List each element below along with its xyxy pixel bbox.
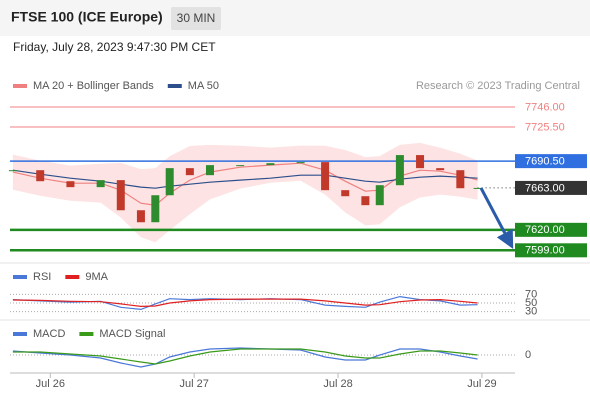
level-label: 7725.50 [525, 121, 565, 133]
timeframe-badge [171, 7, 221, 30]
candle [185, 168, 194, 176]
candle [116, 180, 125, 211]
legend-swatch [13, 275, 27, 279]
y-tick-label: 0 [525, 349, 531, 361]
bollinger-band [12, 142, 478, 243]
candle [165, 168, 174, 196]
x-tick-label: Jul 29 [467, 378, 496, 390]
y-tick-label: 70 [525, 288, 537, 300]
candle [151, 195, 160, 223]
series-line [12, 169, 478, 189]
candle [296, 162, 305, 164]
candle [456, 170, 465, 189]
candle [375, 185, 384, 206]
candle [36, 170, 45, 182]
forecast-arrow [479, 187, 514, 249]
legend-swatch [79, 332, 94, 336]
level-label-box [515, 222, 587, 237]
candle [205, 165, 214, 176]
level-label: 7746.00 [525, 101, 565, 113]
x-tick-label: Jul 27 [179, 378, 208, 390]
candle [8, 170, 17, 172]
y-tick-label: 50 [525, 297, 537, 309]
title: FTSE 100 (ICE Europe) [11, 9, 163, 25]
legend-label: MA 50 [188, 80, 219, 92]
candle [395, 155, 404, 186]
series-line [12, 162, 478, 206]
legend-swatch [13, 332, 27, 336]
series-line [12, 298, 478, 308]
candle [341, 190, 350, 197]
legend-swatch [167, 84, 182, 88]
legend-swatch [13, 84, 27, 88]
legend-label: 9MA [85, 271, 108, 283]
legend-label: MA 20 + Bollinger Bands [33, 80, 154, 92]
candle [473, 187, 482, 189]
candle [96, 180, 105, 188]
legend-label: MACD Signal [99, 328, 165, 340]
legend-swatch [65, 275, 80, 279]
level-label: 7599.00 [525, 245, 565, 257]
candle [236, 165, 245, 167]
level-label-box [515, 243, 587, 258]
level-label: 7690.50 [525, 156, 565, 168]
source: Research © 2023 Trading Central [416, 80, 580, 92]
legend-label: MACD [33, 328, 65, 340]
legend-label: RSI [33, 271, 51, 283]
candle [416, 155, 425, 169]
timeframe: 30 MIN [177, 11, 216, 25]
candle [361, 196, 370, 206]
y-tick-label: 30 [525, 305, 537, 317]
level-label: 7620.00 [525, 224, 565, 236]
candle [66, 181, 75, 188]
level-label-box [515, 180, 587, 195]
candle [136, 210, 145, 223]
candle [436, 168, 445, 171]
plot: 7746.00 7725.50 7690.50 7663.00 7620.00 7599.… [8, 80, 587, 390]
x-tick-label: Jul 26 [36, 378, 65, 390]
level-label: 7663.00 [525, 182, 565, 194]
datetime: Friday, July 28, 2023 9:47:30 PM CET [13, 40, 216, 54]
candle [321, 162, 330, 191]
header-bar [0, 0, 590, 36]
x-tick-label: Jul 28 [323, 378, 352, 390]
candle [266, 163, 275, 166]
level-label-box [515, 154, 587, 169]
series-line [12, 348, 478, 365]
